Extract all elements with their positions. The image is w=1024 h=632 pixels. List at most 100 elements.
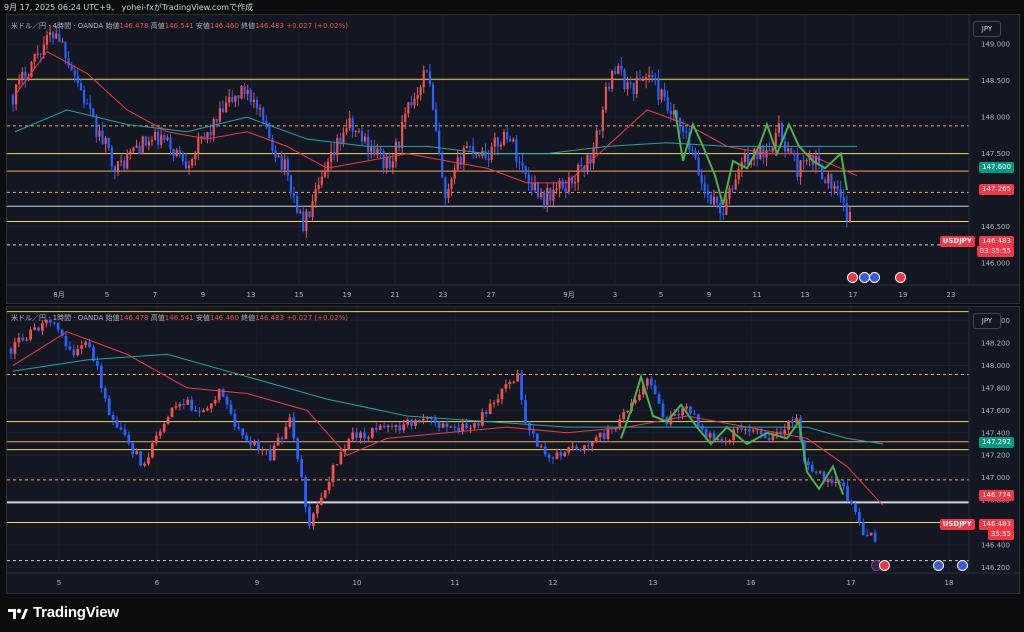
- candle-body: [737, 169, 740, 180]
- currency-button[interactable]: JPY: [973, 313, 1001, 329]
- candle-body: [327, 481, 331, 491]
- candle-body: [139, 451, 142, 466]
- candle-body: [123, 429, 127, 435]
- candle-body: [484, 412, 488, 414]
- candle-body: [229, 404, 233, 414]
- candle-body: [76, 75, 79, 84]
- candle-body: [283, 159, 286, 170]
- candle-body: [206, 132, 209, 139]
- candle-body: [397, 141, 401, 148]
- candle-body: [845, 202, 848, 222]
- candle-body: [580, 164, 583, 167]
- candle-body: [265, 120, 268, 123]
- candle-body: [604, 86, 608, 110]
- candle-body: [422, 70, 425, 88]
- price-axis-label: 146.500: [981, 223, 1010, 231]
- ma-value-tag: 147.600: [979, 162, 1014, 173]
- candle-body: [836, 185, 839, 190]
- legend-high-label: 高値: [150, 22, 165, 30]
- candle-body: [288, 417, 292, 427]
- price-axis-label: 147.800: [981, 384, 1010, 392]
- candle-body: [438, 130, 441, 154]
- candle-body: [154, 435, 158, 444]
- candle-body: [391, 161, 394, 168]
- time-axis-label: 11: [451, 579, 460, 587]
- candle-body: [98, 130, 101, 137]
- candle-body: [386, 425, 390, 428]
- candle-body: [37, 327, 40, 331]
- event-marker-icon[interactable]: [847, 272, 858, 283]
- candle-body: [716, 196, 719, 203]
- candle-body: [530, 182, 533, 191]
- candle-body: [833, 185, 836, 189]
- candle-body: [450, 178, 453, 189]
- legend-open: 146.478: [119, 314, 149, 322]
- candle-body: [52, 322, 56, 324]
- time-axis-label: 19: [343, 291, 352, 299]
- candle-body: [414, 420, 417, 426]
- candle-body: [696, 414, 700, 426]
- candle-body: [793, 153, 796, 155]
- candle-body: [431, 84, 435, 110]
- candle-body: [827, 174, 830, 184]
- candle-body: [638, 77, 641, 81]
- candle-body: [13, 342, 17, 354]
- price-chart-1h[interactable]: 148.400148.200148.000147.800147.600147.4…: [7, 307, 1019, 593]
- candle-body: [419, 87, 422, 96]
- candle-body: [787, 148, 790, 152]
- candle-body: [558, 180, 561, 189]
- candle-body: [712, 196, 716, 205]
- time-axis-label: 6: [155, 579, 160, 587]
- candle-body: [162, 423, 166, 432]
- candle-body: [842, 197, 845, 203]
- event-marker-icon[interactable]: [895, 272, 906, 283]
- candle-body: [478, 153, 481, 157]
- candle-body: [260, 449, 264, 451]
- candle-body: [116, 161, 120, 171]
- time-axis-label: 12: [549, 579, 558, 587]
- candle-body: [323, 170, 326, 177]
- candle-body: [638, 394, 641, 401]
- candle-body: [376, 148, 379, 155]
- candle-body: [441, 153, 444, 178]
- candle-body: [677, 414, 681, 416]
- legend-close: 146.483: [255, 22, 285, 30]
- chart-panel-1h[interactable]: 米ドル／円 · 1時間 · OANDA 始値146.478 高値146.541 …: [6, 306, 1020, 594]
- chart-panel-4h[interactable]: 米ドル／円 · 4時間 · OANDA 始値146.478 高値146.541 …: [6, 14, 1020, 304]
- candle-body: [280, 437, 284, 440]
- tradingview-logo-icon: [8, 606, 28, 620]
- candle-body: [221, 389, 225, 397]
- candle-body: [178, 403, 182, 407]
- candle-body: [17, 337, 21, 343]
- candle-body: [734, 179, 737, 190]
- candle-body: [370, 428, 374, 438]
- candle-body: [169, 137, 172, 150]
- candle-body: [36, 53, 39, 55]
- candle-body: [706, 190, 709, 195]
- candle-body: [58, 33, 61, 42]
- price-chart-4h[interactable]: 149.000148.500148.000147.500147.000146.5…: [7, 15, 1019, 303]
- event-marker-icon[interactable]: [879, 560, 890, 571]
- us-flag-icon[interactable]: [957, 560, 968, 571]
- us-flag-icon[interactable]: [933, 560, 944, 571]
- tradingview-logo[interactable]: TradingView: [8, 604, 119, 621]
- indicator-green: [674, 109, 848, 205]
- candle-body: [385, 156, 388, 169]
- candle-body: [48, 32, 52, 35]
- candle-body: [197, 138, 200, 154]
- currency-button[interactable]: JPY: [973, 21, 1001, 37]
- candle-body: [618, 419, 622, 429]
- candle-body: [634, 400, 637, 403]
- candle-body: [846, 486, 849, 501]
- candle-body: [127, 434, 131, 444]
- candle-body: [791, 421, 794, 423]
- candle-body: [429, 417, 433, 419]
- us-flag-icon[interactable]: [869, 272, 880, 283]
- price-axis-label: 146.400: [981, 541, 1010, 549]
- candle-body: [694, 150, 697, 158]
- candle-body: [120, 160, 123, 162]
- candle-body: [335, 464, 339, 466]
- price-axis-label: 147.200: [981, 452, 1010, 460]
- candle-body: [21, 337, 25, 341]
- candle-body: [45, 34, 49, 45]
